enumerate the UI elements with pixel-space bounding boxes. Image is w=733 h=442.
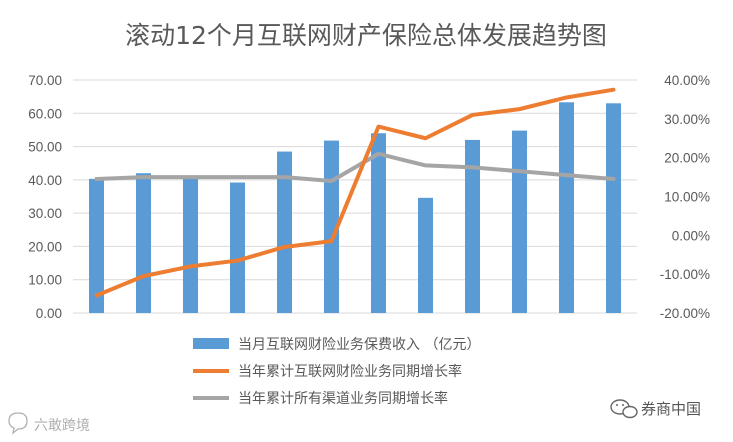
bar (183, 178, 198, 313)
bar (465, 139, 480, 313)
chat-bubble-icon (8, 412, 28, 435)
bar (606, 103, 621, 313)
right-axis-tick-label: 10.00% (664, 190, 710, 205)
bar-series (89, 102, 621, 314)
bar (512, 130, 527, 313)
gridlines (73, 79, 637, 314)
bar (371, 133, 386, 313)
legend: 当月互联网财险业务保费收入 （亿元） 当年累计互联网财险业务同期增长率当年累计所有… (193, 337, 480, 407)
series-line (94, 87, 616, 298)
bar (559, 102, 574, 314)
bar (277, 151, 292, 313)
left-axis-tick-label: 70.00 (28, 73, 62, 88)
left-axis-tick-label: 40.00 (28, 173, 62, 188)
right-axis-tick-label: -10.00% (660, 267, 710, 282)
legend-label: 当年累计互联网财险业务同期增长率 (238, 363, 462, 380)
watermark-right: 券商中国 (641, 400, 701, 418)
left-axis-ticks: 0.00 10.00 20.00 30.00 40.00 50.00 60.00 70.00 (28, 73, 62, 321)
legend-label: 当年累计所有渠道业务同期增长率 (238, 390, 448, 407)
right-axis-tick-label: 40.00% (664, 73, 710, 88)
bar (136, 173, 151, 313)
left-axis-tick-label: 30.00 (28, 206, 62, 221)
left-axis-tick-label: 0.00 (36, 306, 62, 321)
wechat-icon (610, 399, 638, 419)
watermark-left: 六敢跨境 (34, 418, 90, 434)
left-axis-tick-label: 10.00 (28, 273, 62, 288)
chart-title: 滚动12个月互联网财产保险总体发展趋势图 (125, 21, 607, 50)
left-axis-tick-label: 20.00 (28, 239, 62, 254)
legend-swatch-bar (193, 338, 229, 349)
left-axis-tick-label: 50.00 (28, 140, 62, 155)
right-axis-ticks: -20.00% -10.00% 0.00% 10.00% 20.00% 30.00% 40.… (660, 73, 710, 321)
right-axis-tick-label: -20.00% (660, 306, 710, 321)
bar (230, 182, 245, 313)
line-series (94, 87, 616, 298)
bar (89, 178, 104, 313)
right-axis-tick-label: 0.00% (672, 228, 710, 243)
right-axis-tick-label: 30.00% (664, 112, 710, 127)
bar (324, 140, 339, 313)
bar (418, 197, 433, 313)
series-line (94, 151, 616, 183)
right-axis-tick-label: 20.00% (664, 151, 710, 166)
left-axis-tick-label: 60.00 (28, 106, 62, 121)
legend-label: 当月互联网财险业务保费收入 （亿元） (238, 337, 480, 353)
